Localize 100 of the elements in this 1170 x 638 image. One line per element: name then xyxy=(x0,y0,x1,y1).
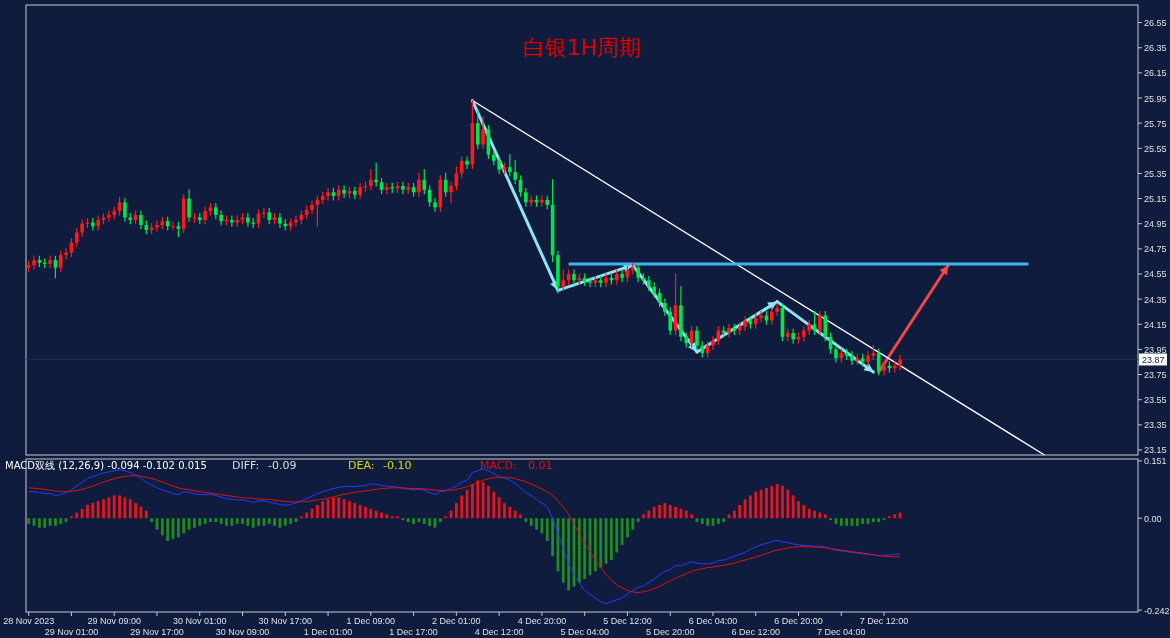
bar xyxy=(663,503,667,519)
bar xyxy=(626,518,629,538)
bar xyxy=(112,495,116,519)
y-tick-label: 26.55 xyxy=(1144,18,1167,29)
candlestick xyxy=(561,269,566,291)
y-tick-label: 25.55 xyxy=(1144,143,1167,154)
bar xyxy=(732,510,736,519)
bar xyxy=(75,512,79,519)
bar xyxy=(315,504,319,519)
candlestick xyxy=(417,172,421,197)
bar xyxy=(193,518,196,528)
x-tick-label: 6 Dec 04:00 xyxy=(688,616,738,626)
bar xyxy=(652,506,656,519)
bar xyxy=(674,506,677,519)
bar xyxy=(454,503,458,519)
y-tick-label: 0.151 xyxy=(1144,456,1167,467)
x-tick-label: 29 Nov 09:00 xyxy=(87,616,141,626)
bar xyxy=(412,518,415,524)
bar xyxy=(754,491,758,519)
bar xyxy=(749,495,752,519)
x-tick-label: 2 Dec 01:00 xyxy=(432,616,481,626)
bar xyxy=(722,518,726,523)
bar xyxy=(54,518,57,526)
bar xyxy=(380,512,383,519)
x-tick-label: 5 Dec 12:00 xyxy=(603,616,652,626)
candlestick xyxy=(310,200,314,215)
bar xyxy=(460,495,464,519)
bar xyxy=(471,484,474,519)
candlestick xyxy=(422,169,427,195)
bar xyxy=(567,518,571,591)
bar xyxy=(27,518,31,524)
bar xyxy=(781,485,784,519)
y-tick-label: 25.35 xyxy=(1144,168,1167,179)
bar xyxy=(369,508,373,519)
y-tick-label: 24.15 xyxy=(1144,319,1167,330)
x-tick-label: 30 Nov 09:00 xyxy=(215,627,270,637)
bar xyxy=(332,497,335,519)
bar xyxy=(102,499,105,519)
candlestick xyxy=(219,210,223,226)
annotation: MACD: xyxy=(480,459,517,472)
bar xyxy=(273,518,276,526)
bar xyxy=(770,485,774,519)
bar xyxy=(166,518,170,542)
bar xyxy=(791,495,795,519)
bar xyxy=(877,518,881,523)
candlestick xyxy=(58,250,63,273)
y-tick-label: 23.55 xyxy=(1144,395,1167,406)
bar xyxy=(305,512,309,519)
candlestick xyxy=(475,109,480,149)
y-tick-label: 0.00 xyxy=(1144,513,1162,524)
bar xyxy=(214,518,218,523)
candlestick xyxy=(278,213,282,229)
candlestick xyxy=(850,351,854,366)
text: 白银1H周期 xyxy=(522,35,642,60)
bar xyxy=(86,504,89,519)
annotation: 0.01 xyxy=(528,459,553,472)
bar xyxy=(385,514,389,519)
bar xyxy=(176,518,180,538)
candlestick xyxy=(743,316,747,332)
bar xyxy=(364,506,367,519)
bar xyxy=(813,510,816,519)
bar xyxy=(80,508,84,519)
bar xyxy=(700,518,704,524)
bar xyxy=(599,518,603,568)
bar xyxy=(492,491,496,519)
candlestick xyxy=(123,197,127,222)
x-tick-label: 29 Nov 17:00 xyxy=(130,627,184,637)
y-tick-label: -0.242 xyxy=(1144,605,1170,616)
candlestick xyxy=(572,269,576,285)
x-tick-label: 1 Dec 09:00 xyxy=(346,616,396,626)
bar xyxy=(241,518,244,524)
candlestick xyxy=(759,311,763,323)
candlestick xyxy=(369,169,373,191)
x-tick-label: 28 Nov 2023 xyxy=(3,616,55,626)
bar xyxy=(128,499,132,519)
bar xyxy=(855,518,859,526)
candlestick xyxy=(171,221,175,231)
y-tick-label: 25.15 xyxy=(1144,194,1167,205)
y-tick-label: 24.95 xyxy=(1144,219,1167,230)
bar xyxy=(647,510,651,519)
bar xyxy=(508,506,512,519)
candlestick xyxy=(818,311,822,335)
bar xyxy=(358,504,362,519)
bar xyxy=(428,518,432,526)
candlestick xyxy=(898,355,902,371)
candlestick xyxy=(620,269,624,283)
candlestick xyxy=(497,156,501,175)
bar xyxy=(561,518,565,583)
x-tick-label: 6 Dec 20:00 xyxy=(774,616,823,626)
bar xyxy=(96,501,100,519)
x-tick-label: 30 Nov 17:00 xyxy=(258,616,313,626)
x-tick-label: 29 Nov 01:00 xyxy=(44,627,99,637)
x-tick-label: 1 Dec 01:00 xyxy=(303,627,353,637)
candlestick xyxy=(711,336,715,351)
candlestick xyxy=(668,307,673,335)
candlestick xyxy=(695,326,699,351)
bar xyxy=(283,518,287,526)
bar xyxy=(807,508,811,519)
bar xyxy=(422,518,426,524)
bar xyxy=(524,518,528,523)
